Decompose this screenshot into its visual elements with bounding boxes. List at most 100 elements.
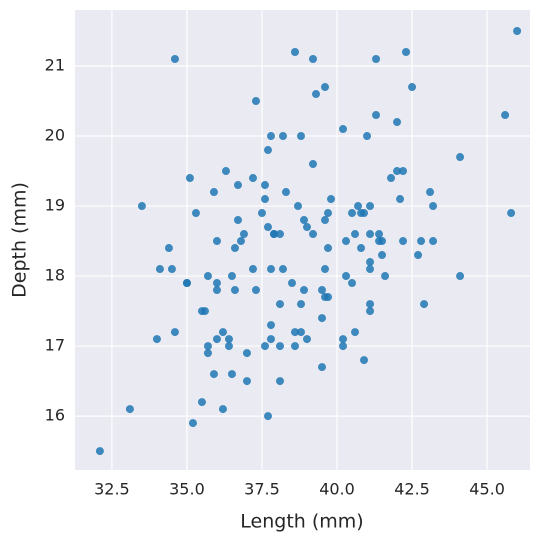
data-point — [366, 307, 375, 316]
data-point — [312, 90, 321, 99]
data-point — [378, 237, 387, 246]
data-point — [408, 83, 417, 92]
data-point — [197, 398, 206, 407]
data-point — [236, 237, 245, 246]
data-point — [399, 237, 408, 246]
data-point — [218, 405, 227, 414]
data-point — [152, 335, 161, 344]
data-point — [266, 265, 275, 274]
data-point — [339, 342, 348, 351]
data-point — [290, 328, 299, 337]
data-point — [303, 335, 312, 344]
data-point — [366, 202, 375, 211]
data-point — [303, 223, 312, 232]
data-point — [354, 202, 363, 211]
data-point — [281, 188, 290, 197]
data-point — [309, 55, 318, 64]
data-point — [266, 335, 275, 344]
data-point — [260, 195, 269, 204]
data-point — [318, 363, 327, 372]
data-point — [233, 216, 242, 225]
x-tick-label: 37.5 — [244, 480, 280, 499]
data-point — [360, 356, 369, 365]
data-point — [324, 209, 333, 218]
data-point — [321, 265, 330, 274]
x-tick-label: 40.0 — [319, 480, 355, 499]
data-point — [263, 223, 272, 232]
data-point — [324, 244, 333, 253]
data-point — [372, 111, 381, 120]
data-point — [95, 447, 104, 456]
data-point — [420, 300, 429, 309]
data-point — [218, 328, 227, 337]
data-point — [393, 167, 402, 176]
data-point — [239, 230, 248, 239]
data-point — [188, 419, 197, 428]
data-point — [260, 181, 269, 190]
data-point — [321, 83, 330, 92]
data-point — [266, 132, 275, 141]
data-point — [227, 272, 236, 281]
data-point — [170, 55, 179, 64]
data-point — [378, 251, 387, 260]
x-tick-label: 32.5 — [94, 480, 130, 499]
plot-area — [75, 10, 530, 470]
data-point — [339, 335, 348, 344]
data-point — [269, 230, 278, 239]
data-point — [366, 258, 375, 267]
data-point — [233, 181, 242, 190]
data-point — [357, 244, 366, 253]
data-point — [399, 167, 408, 176]
x-tick-label: 35.0 — [169, 480, 205, 499]
data-point — [170, 328, 179, 337]
data-point — [248, 174, 257, 183]
data-point — [125, 405, 134, 414]
data-point — [363, 132, 372, 141]
data-point — [309, 160, 318, 169]
data-point — [396, 195, 405, 204]
data-point — [212, 335, 221, 344]
data-point — [248, 265, 257, 274]
data-point — [260, 342, 269, 351]
data-point — [221, 167, 230, 176]
data-point — [203, 342, 212, 351]
data-point — [348, 209, 357, 218]
data-point — [164, 244, 173, 253]
data-point — [242, 349, 251, 358]
data-point — [290, 342, 299, 351]
data-point — [456, 272, 465, 281]
data-point — [366, 300, 375, 309]
y-tick-label: 18 — [45, 266, 65, 285]
data-point — [251, 286, 260, 295]
data-point — [278, 265, 287, 274]
data-point — [296, 300, 305, 309]
x-axis-label: Length (mm) — [240, 511, 363, 533]
data-point — [209, 370, 218, 379]
data-point — [191, 209, 200, 218]
data-point — [342, 272, 351, 281]
data-point — [167, 265, 176, 274]
data-point — [200, 307, 209, 316]
data-point — [426, 188, 435, 197]
data-point — [212, 286, 221, 295]
data-point — [296, 328, 305, 337]
data-point — [300, 216, 309, 225]
y-axis-label: Depth (mm) — [9, 182, 31, 298]
y-tick-label: 21 — [45, 56, 65, 75]
y-tick-label: 17 — [45, 336, 65, 355]
data-point — [275, 342, 284, 351]
data-point — [318, 286, 327, 295]
data-point — [507, 209, 516, 218]
data-point — [309, 230, 318, 239]
data-point — [375, 230, 384, 239]
x-tick-label: 42.5 — [394, 480, 430, 499]
y-tick-label: 19 — [45, 196, 65, 215]
data-point — [287, 279, 296, 288]
data-point — [209, 188, 218, 197]
data-point — [203, 349, 212, 358]
data-point — [393, 118, 402, 127]
data-point — [251, 97, 260, 106]
data-point — [227, 370, 236, 379]
data-point — [324, 293, 333, 302]
